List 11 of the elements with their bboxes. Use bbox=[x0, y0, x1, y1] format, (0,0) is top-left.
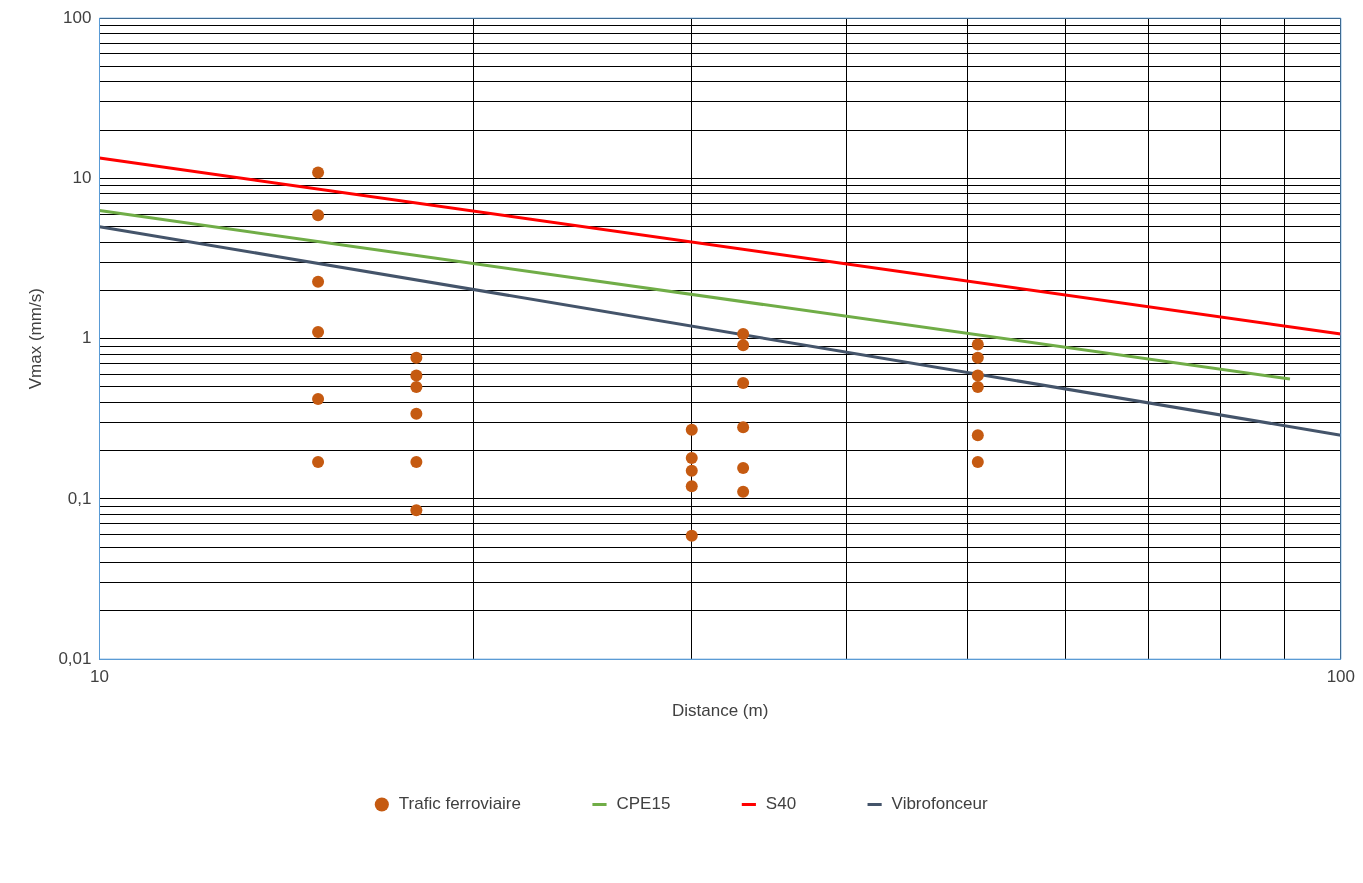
legend-label: CPE15 bbox=[616, 794, 671, 814]
y-tick-label: 0,01 bbox=[58, 648, 92, 668]
y-tick-label: 100 bbox=[63, 7, 92, 27]
y-tick-label: 0,1 bbox=[67, 488, 92, 508]
y-axis-title: Vmax (mm/s) bbox=[25, 288, 45, 390]
legend-label: Vibrofonceur bbox=[891, 794, 989, 814]
y-tick-label: 10 bbox=[72, 168, 92, 188]
legend-label: Trafic ferroviaire bbox=[398, 794, 521, 814]
y-tick-label: 1 bbox=[82, 328, 92, 348]
x-axis-title: Distance (m) bbox=[671, 701, 769, 721]
legend-label: S40 bbox=[765, 794, 797, 814]
